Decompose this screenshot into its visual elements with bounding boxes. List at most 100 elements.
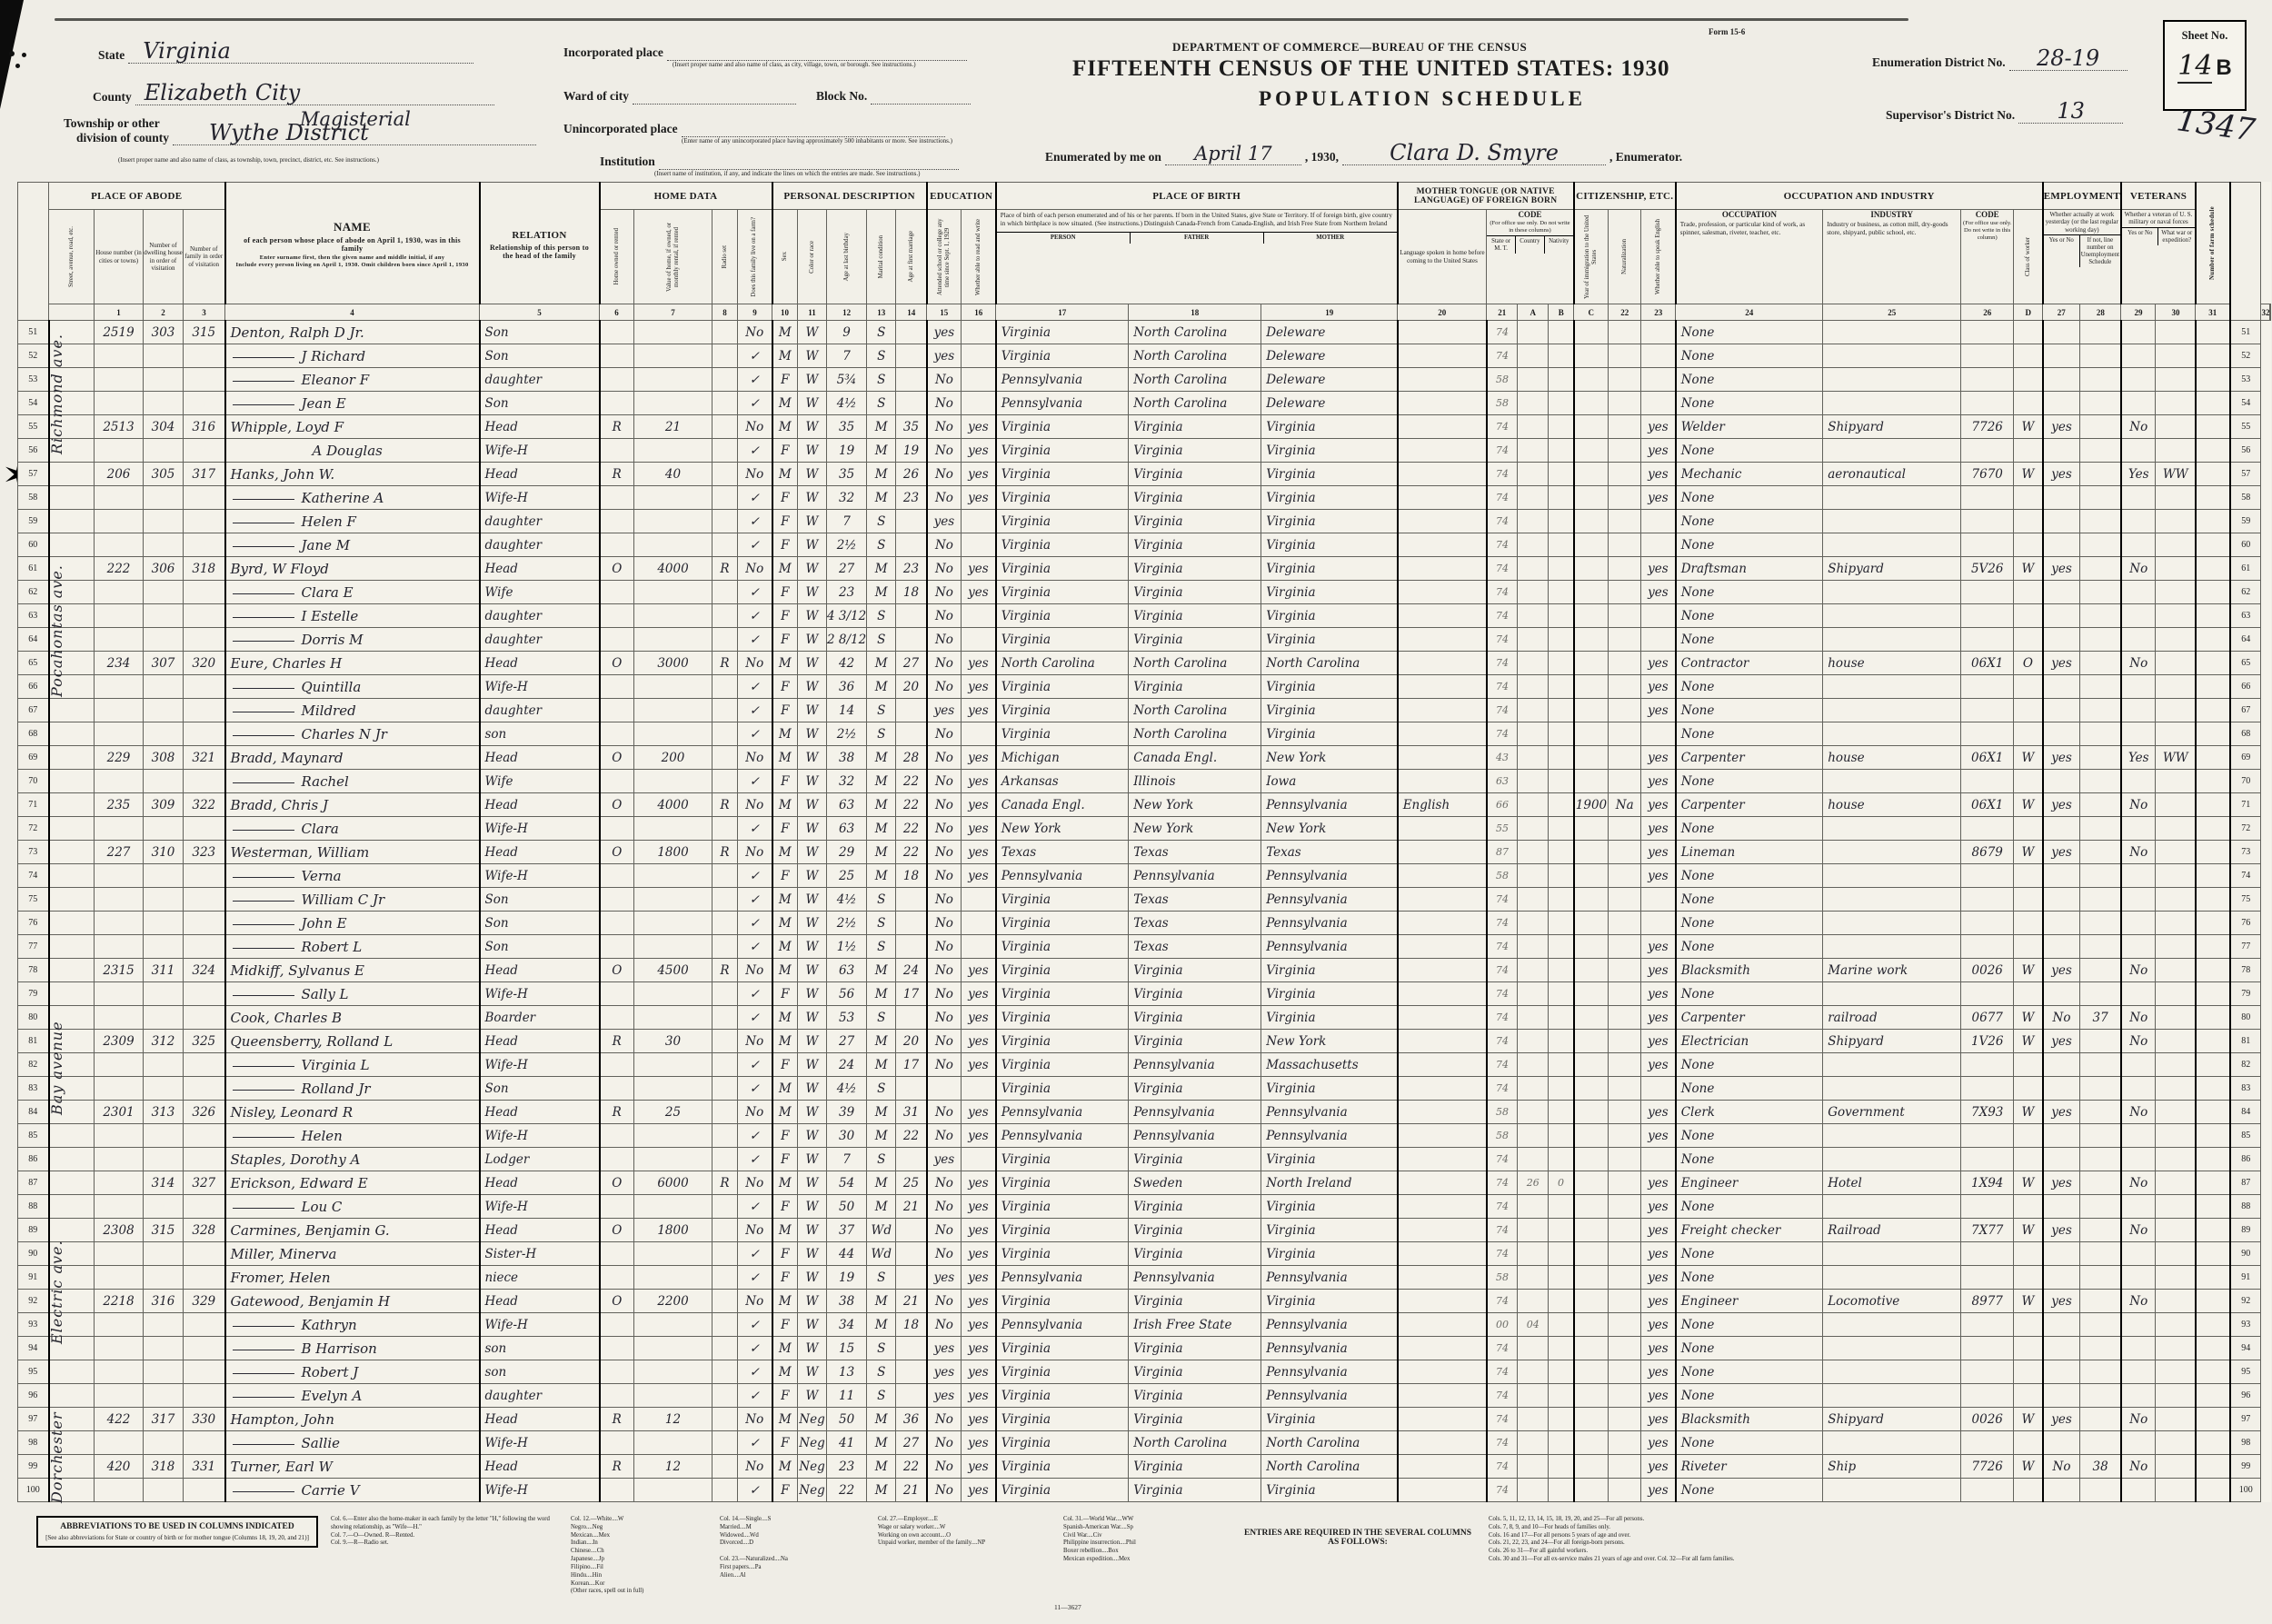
- cell-class-of-worker: W: [2013, 1407, 2044, 1431]
- cell-marital-condition: S: [866, 320, 897, 344]
- cell-naturalization: [1608, 1171, 1642, 1195]
- cell-class-of-worker: [2013, 603, 2044, 628]
- cell-radio-set: [712, 462, 738, 486]
- cell-occupation: None: [1674, 627, 1824, 652]
- cell-house-number: [94, 698, 144, 722]
- cell-war-or-expedition: [2155, 556, 2197, 581]
- schedule-row: 56 A Douglas Wife-H ✓ F W 19 M 19 No yes Virginia Vi…: [17, 438, 2271, 463]
- cell-farm-schedule-number: [2194, 1265, 2231, 1290]
- cell-birthplace-father: North Carolina: [1128, 698, 1262, 722]
- cell-birthplace-father: Virginia: [1128, 674, 1262, 699]
- cell-home-owned-or-rented: [598, 509, 634, 533]
- cell-office-code-b: [1517, 533, 1550, 557]
- cell-lives-on-farm: ✓: [737, 1265, 772, 1290]
- cell-attended-school: No: [925, 651, 962, 675]
- cell-unemployment-line: [2079, 320, 2122, 344]
- cell-attended-school: yes: [925, 1265, 962, 1290]
- cell-dwelling-number: 306: [143, 556, 184, 581]
- cell-birthplace-person: Virginia: [994, 722, 1130, 746]
- cell-age-last-birthday: 4 3/12: [825, 603, 868, 628]
- cell-sex: F: [771, 1265, 798, 1290]
- cell-home-owned-or-rented: [598, 911, 634, 935]
- cell-age-last-birthday: 42: [825, 651, 868, 675]
- cell-class-of-worker: [2013, 698, 2044, 722]
- person-name-text: Hanks, John W.: [230, 465, 335, 483]
- cell-radio-set: [712, 1312, 738, 1337]
- person-name-text: Erickson, Edward E: [230, 1174, 368, 1191]
- cell-reads-and-writes: yes: [961, 1005, 997, 1030]
- cell-office-code-c: [1548, 1123, 1575, 1148]
- cell-attended-school: No: [925, 745, 962, 770]
- cell-industry: [1822, 1360, 1962, 1384]
- cell-family-number: 331: [183, 1454, 225, 1479]
- ditto-mark: [232, 545, 294, 547]
- person-name-text: Helen: [301, 1127, 343, 1144]
- cell-age-first-marriage: 22: [895, 816, 928, 841]
- cell-naturalization: [1608, 556, 1642, 581]
- cell-relation-to-head: Head: [478, 958, 600, 982]
- cell-color-or-race: W: [797, 863, 827, 888]
- cell-person-name: J Richard: [224, 344, 480, 368]
- cell-birthplace-mother: Virginia: [1261, 1289, 1399, 1313]
- cell-occupation: Carpenter: [1674, 745, 1824, 770]
- cell-industry: aeronautical: [1822, 462, 1962, 486]
- cell-age-last-birthday: 2½: [825, 533, 868, 557]
- enumerator-name: Clara D. Smyre: [1390, 140, 1559, 165]
- person-name-text: Byrd, W Floyd: [230, 560, 329, 577]
- cell-office-code-a: 74: [1485, 1171, 1519, 1195]
- name-desc-2: Enter surname first, then the given name…: [259, 254, 445, 261]
- cell-birthplace-mother: Virginia: [1261, 1076, 1399, 1101]
- cell-age-first-marriage: 22: [895, 769, 928, 793]
- cell-office-code-b: [1517, 438, 1550, 463]
- cell-birthplace-person: Virginia: [994, 438, 1130, 463]
- cell-birthplace-father: North Carolina: [1128, 722, 1262, 746]
- cell-line-number: 95: [17, 1360, 49, 1384]
- blank: [48, 304, 95, 321]
- cell-house-number: [94, 769, 144, 793]
- cell-attended-school: No: [925, 1407, 962, 1431]
- cell-line-number: 54: [17, 391, 49, 415]
- cell-office-code-b: [1517, 1147, 1550, 1171]
- cell-dwelling-number: [143, 981, 184, 1006]
- cell-age-last-birthday: 15: [825, 1336, 868, 1360]
- form-header: Form 15-6 DEPARTMENT OF COMMERCE—BUREAU …: [0, 0, 2272, 182]
- cell-radio-set: R: [712, 1171, 738, 1195]
- cell-farm-schedule-number: [2194, 556, 2231, 581]
- cell-attended-school: No: [925, 1218, 962, 1242]
- cell-age-last-birthday: 63: [825, 958, 868, 982]
- cell-office-code-b: [1517, 320, 1550, 344]
- cell-reads-and-writes: yes: [961, 556, 997, 581]
- cell-sex: M: [771, 792, 798, 817]
- cell-naturalization: [1608, 722, 1642, 746]
- census-title: FIFTEENTH CENSUS OF THE UNITED STATES: 1…: [1072, 56, 1670, 81]
- cell-at-work-yesterday: [2041, 1336, 2081, 1360]
- ditto-mark: [232, 1490, 294, 1492]
- cell-radio-set: [712, 414, 738, 439]
- cell-speaks-english: yes: [1640, 1289, 1677, 1313]
- cell-home-value: [633, 1265, 712, 1290]
- cell-birthplace-mother: Virginia: [1261, 462, 1399, 486]
- column-number: 9: [737, 304, 772, 321]
- cell-office-code-b: 26: [1517, 1171, 1550, 1195]
- cell-speaks-english: yes: [1640, 1005, 1677, 1030]
- cell-sex: F: [771, 485, 798, 510]
- cell-speaks-english: yes: [1640, 792, 1677, 817]
- cell-house-number: 235: [94, 792, 144, 817]
- cell-birthplace-mother: Virginia: [1261, 722, 1399, 746]
- cell-industry: Marine work: [1822, 958, 1962, 982]
- cell-line-number: 66: [2228, 674, 2262, 699]
- cell-line-number: 60: [2228, 533, 2262, 557]
- cell-office-code-a: 58: [1485, 863, 1519, 888]
- cell-line-number: 54: [2228, 391, 2262, 415]
- cell-mother-tongue: [1396, 1289, 1488, 1313]
- cell-age-first-marriage: 31: [895, 1100, 928, 1124]
- cell-reads-and-writes: yes: [961, 1360, 997, 1384]
- schedule-row: 78 2315 311 324 Midkiff, Sylvanus E Head O 4500…: [17, 958, 2271, 982]
- cell-line-number: 89: [2228, 1218, 2262, 1242]
- enumeration-district-field: Enumeration District No. 28-19: [1872, 47, 2128, 71]
- cell-class-of-worker: [2013, 438, 2044, 463]
- cell-relation-to-head: Boarder: [478, 1005, 600, 1030]
- cell-relation-to-head: Wife-H: [478, 981, 600, 1006]
- cell-lives-on-farm: ✓: [737, 816, 772, 841]
- cell-house-number: [94, 438, 144, 463]
